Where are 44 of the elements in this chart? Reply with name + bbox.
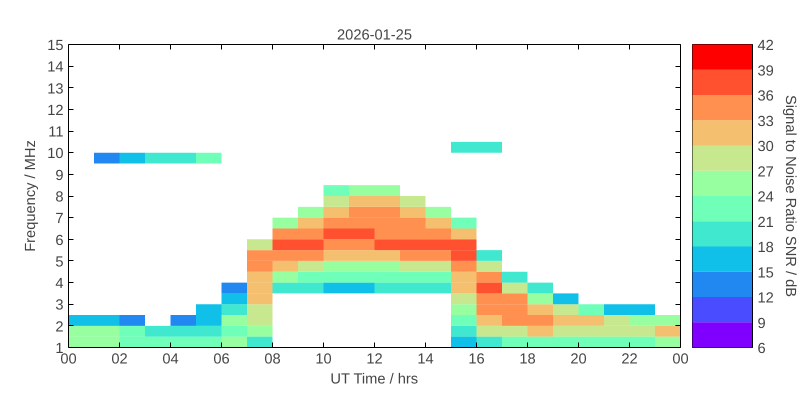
color-bar-label: 18 (758, 240, 774, 256)
x-tick-label: 14 (417, 352, 434, 368)
y-tick-label: 4 (55, 276, 64, 292)
color-bar-label: 24 (758, 190, 774, 206)
x-tick-label: 10 (315, 352, 332, 368)
y-axis-title: Frequency / MHz (23, 140, 40, 252)
color-bar-label: 36 (758, 88, 774, 104)
color-bar-title: Signal to Noise Ratio SNR / dB (782, 94, 798, 298)
color-bar-label: 21 (758, 214, 774, 231)
y-tick-label: 6 (55, 232, 64, 249)
x-tick-label: 00 (672, 352, 689, 368)
y-tick-label: 5 (55, 254, 64, 270)
y-tick-label: 7 (55, 211, 64, 228)
color-bar-label: 42 (758, 38, 774, 54)
x-tick-label: 22 (621, 352, 638, 368)
chart-title: 2026-01-25 (337, 28, 412, 44)
x-tick-label: 00 (60, 352, 77, 368)
y-tick-label: 9 (55, 168, 64, 184)
x-tick-label: 20 (570, 352, 587, 368)
x-tick-label: 02 (111, 352, 128, 368)
color-bar-label: 6 (758, 341, 766, 357)
x-tick-label: 16 (468, 352, 485, 368)
color-bar-label: 39 (758, 63, 774, 80)
x-tick-label: 08 (264, 352, 281, 368)
y-tick-label: 8 (55, 190, 64, 206)
color-bar-label: 12 (758, 290, 774, 306)
color-bar-label: 33 (758, 114, 774, 130)
color-bar-label: 9 (758, 316, 766, 332)
color-bar-label: 30 (758, 139, 774, 155)
x-tick-label: 18 (519, 352, 536, 368)
y-tick-label: 12 (47, 102, 64, 119)
color-bar-label: 27 (758, 164, 774, 180)
x-tick-label: 12 (366, 352, 383, 368)
x-axis-title: UT Time / hrs (330, 372, 418, 388)
y-tick-label: 2 (55, 319, 64, 336)
color-bar-label: 15 (758, 265, 774, 282)
y-tick-label: 14 (47, 60, 64, 76)
x-tick-label: 06 (213, 352, 230, 368)
y-tick-label: 10 (47, 146, 64, 162)
y-tick-label: 3 (55, 298, 64, 314)
y-tick-label: 13 (47, 81, 64, 98)
y-tick-label: 15 (47, 38, 64, 54)
y-tick-label: 11 (48, 124, 64, 141)
x-tick-label: 04 (162, 352, 179, 368)
